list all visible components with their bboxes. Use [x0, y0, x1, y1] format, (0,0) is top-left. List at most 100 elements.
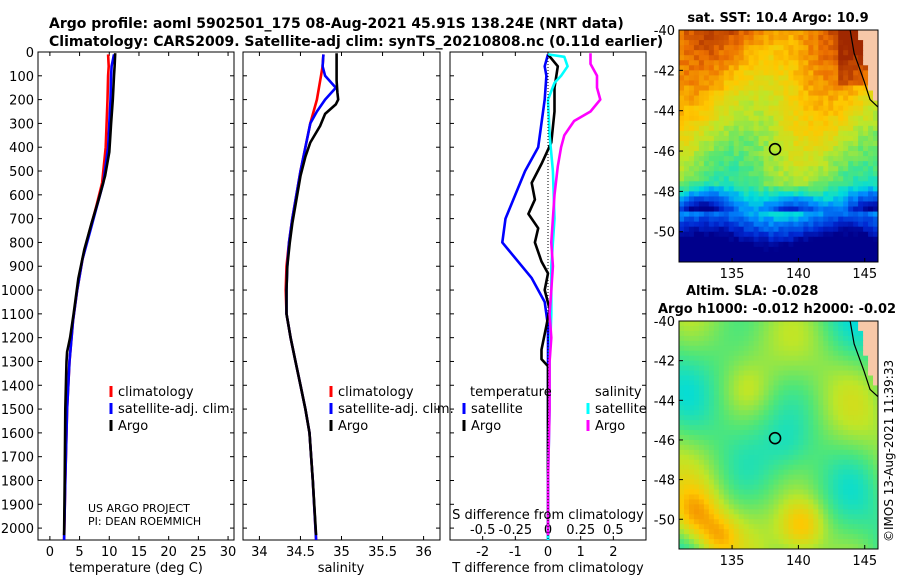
map-cell	[798, 360, 804, 367]
map-cell	[683, 325, 690, 332]
map-cell	[728, 105, 735, 112]
map-cell	[793, 365, 799, 372]
map-cell	[793, 390, 799, 396]
map-cell	[768, 355, 775, 362]
map-cell	[723, 201, 730, 208]
map-cell	[803, 330, 809, 337]
map-cell	[748, 115, 755, 122]
map-cell	[733, 375, 740, 382]
map-cell	[748, 425, 755, 431]
map-cell	[718, 100, 725, 107]
map-cell	[838, 400, 844, 406]
map-cell	[723, 489, 730, 496]
map-cell	[853, 60, 859, 66]
map-cell	[803, 529, 809, 535]
map-cell	[793, 400, 799, 406]
map-cell	[868, 95, 874, 102]
map-cell	[798, 256, 804, 262]
map-cell	[683, 216, 690, 223]
map-cell	[693, 201, 700, 208]
map-cell	[808, 110, 814, 117]
map-cell	[713, 221, 720, 228]
map-cell	[833, 519, 839, 525]
map-cell	[833, 400, 839, 406]
map-cell	[723, 40, 730, 46]
map-cell	[793, 370, 799, 377]
y-tick-label: 1000	[1, 284, 34, 299]
map-cell	[723, 60, 730, 66]
map-cell	[813, 80, 819, 87]
map-cell	[843, 140, 849, 147]
map-cell	[698, 206, 705, 213]
map-cell	[813, 509, 819, 515]
map-cell	[868, 256, 874, 262]
map-cell	[843, 365, 849, 372]
map-cell	[748, 85, 755, 92]
map-cell	[818, 196, 824, 203]
map-cell	[718, 181, 725, 187]
map-cell	[679, 251, 685, 258]
map-cell	[803, 385, 809, 391]
map-cell	[743, 95, 750, 102]
map-cell	[863, 439, 869, 446]
map-cell	[793, 360, 799, 367]
map-cell	[808, 100, 814, 107]
map-cell	[758, 390, 765, 396]
map-cell	[743, 166, 750, 172]
map-cell	[833, 464, 839, 471]
map-cell	[813, 40, 819, 46]
map-cell	[679, 435, 685, 441]
map-cell	[698, 50, 705, 56]
map-cell	[733, 90, 740, 97]
map-cell	[773, 539, 780, 545]
map-cell	[738, 509, 745, 515]
map-cell	[803, 325, 809, 332]
map-cell	[848, 186, 854, 192]
map-cell	[853, 395, 859, 401]
map-cell	[728, 484, 735, 491]
map-cell	[818, 415, 824, 421]
map-cell	[773, 60, 780, 66]
map-cell	[788, 415, 795, 421]
map-cell	[758, 494, 765, 501]
map-cell	[693, 256, 700, 262]
map-cell	[838, 100, 844, 107]
map-cell	[758, 216, 765, 223]
map-cell	[778, 534, 785, 540]
map-cell	[798, 375, 804, 382]
map-cell	[793, 191, 799, 198]
map-cell	[813, 425, 819, 431]
map-cell	[873, 360, 878, 367]
map-cell	[863, 514, 869, 520]
map-cell	[873, 80, 878, 87]
map-cell	[828, 135, 834, 142]
map-cell	[763, 216, 770, 223]
map-cell	[853, 489, 859, 496]
map-cell	[868, 65, 874, 71]
map-cell	[873, 509, 878, 515]
map-cell	[679, 395, 685, 401]
map-cell	[738, 196, 745, 203]
map-cell	[798, 50, 804, 56]
map-cell	[848, 191, 854, 198]
map-cell	[703, 415, 710, 421]
map-cell	[813, 55, 819, 61]
map-cell	[688, 135, 695, 142]
map-cell	[683, 45, 690, 51]
map-cell	[683, 360, 690, 367]
map-cell	[743, 504, 750, 510]
map-cell	[808, 321, 814, 327]
map-cell	[858, 395, 864, 401]
map-cell	[863, 489, 869, 496]
map-cell	[818, 171, 824, 177]
map-cell	[823, 489, 829, 496]
map-cell	[788, 504, 795, 510]
map-cell	[813, 370, 819, 377]
map-cell	[708, 40, 715, 46]
map-y-tick-label: -44	[654, 394, 675, 409]
map-cell	[728, 125, 735, 132]
map-cell	[758, 40, 765, 46]
map-cell	[738, 454, 745, 461]
map-cell	[813, 514, 819, 520]
map-cell	[838, 75, 844, 82]
